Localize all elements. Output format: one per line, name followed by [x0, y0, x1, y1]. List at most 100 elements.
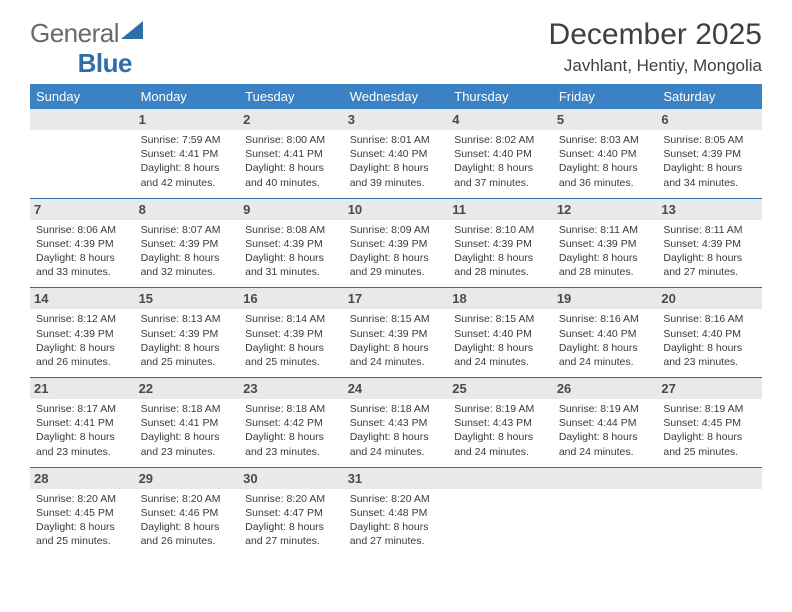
calendar-day-cell: 21 Sunrise: 8:17 AMSunset: 4:41 PMDayligh…: [30, 378, 135, 468]
calendar-day-cell: 15 Sunrise: 8:13 AMSunset: 4:39 PMDayligh…: [135, 288, 240, 378]
sunset-line: Sunset: 4:39 PM: [36, 237, 129, 251]
daylight-line: Daylight: 8 hours and 25 minutes.: [663, 430, 756, 458]
calendar-week-row: 21Sunrise: 8:17 AMSunset: 4:41 PMDayligh…: [30, 378, 762, 468]
day-number: 21: [30, 378, 135, 399]
sunset-line: Sunset: 4:40 PM: [559, 327, 652, 341]
daylight-line: Daylight: 8 hours and 34 minutes.: [663, 161, 756, 189]
sunrise-line: Sunrise: 8:00 AM: [245, 133, 338, 147]
calendar-day-cell: 10Sunrise: 8:09 AMSunset: 4:39 PMDayligh…: [344, 198, 449, 288]
sunset-line: Sunset: 4:39 PM: [245, 237, 338, 251]
sunset-line: Sunset: 4:39 PM: [454, 237, 547, 251]
sunset-line: Sunset: 4:39 PM: [559, 237, 652, 251]
calendar-day-cell: 11Sunrise: 8:10 AMSunset: 4:39 PMDayligh…: [448, 198, 553, 288]
calendar-day-cell: 12 Sunrise: 8:11 AMSunset: 4:39 PMDayligh…: [553, 198, 658, 288]
sunrise-line: Sunrise: 8:20 AM: [245, 492, 338, 506]
sunrise-line: Sunrise: 8:17 AM: [36, 402, 129, 416]
calendar-day-cell: 7Sunrise: 8:06 AMSunset: 4:39 PMDaylight…: [30, 198, 135, 288]
day-number: 24: [344, 378, 449, 399]
day-info: Sunrise: 8:20 AMSunset: 4:46 PMDaylight:…: [141, 492, 234, 549]
calendar-day-cell: 2Sunrise: 8:00 AMSunset: 4:41 PMDaylight…: [239, 109, 344, 198]
calendar-day-cell: [448, 467, 553, 556]
logo-text-blue: Blue: [78, 48, 132, 79]
calendar-day-cell: [553, 467, 658, 556]
sunrise-line: Sunrise: 8:15 AM: [454, 312, 547, 326]
day-info: Sunrise: 8:19 AMSunset: 4:44 PMDaylight:…: [559, 402, 652, 459]
day-info: Sunrise: 8:18 AMSunset: 4:41 PMDaylight:…: [141, 402, 234, 459]
day-info: Sunrise: 8:14 AMSunset: 4:39 PMDaylight:…: [245, 312, 338, 369]
sunrise-line: Sunrise: 8:05 AM: [663, 133, 756, 147]
sunset-line: Sunset: 4:39 PM: [141, 327, 234, 341]
sunset-line: Sunset: 4:41 PM: [141, 416, 234, 430]
day-info: Sunrise: 8:12 AMSunset: 4:39 PMDaylight:…: [36, 312, 129, 369]
daylight-line: Daylight: 8 hours and 27 minutes.: [663, 251, 756, 279]
calendar-day-cell: 6Sunrise: 8:05 AMSunset: 4:39 PMDaylight…: [657, 109, 762, 198]
calendar-day-cell: 29Sunrise: 8:20 AMSunset: 4:46 PMDayligh…: [135, 467, 240, 556]
sunset-line: Sunset: 4:44 PM: [559, 416, 652, 430]
sunrise-line: Sunrise: 8:19 AM: [663, 402, 756, 416]
calendar-header-row: SundayMondayTuesdayWednesdayThursdayFrid…: [30, 84, 762, 109]
weekday-header: Wednesday: [344, 84, 449, 109]
sunset-line: Sunset: 4:39 PM: [663, 237, 756, 251]
day-number-empty: [448, 468, 553, 489]
sunrise-line: Sunrise: 8:18 AM: [141, 402, 234, 416]
day-info: Sunrise: 8:05 AMSunset: 4:39 PMDaylight:…: [663, 133, 756, 190]
day-info: Sunrise: 8:20 AMSunset: 4:45 PMDaylight:…: [36, 492, 129, 549]
calendar-day-cell: 8Sunrise: 8:07 AMSunset: 4:39 PMDaylight…: [135, 198, 240, 288]
daylight-line: Daylight: 8 hours and 25 minutes.: [245, 341, 338, 369]
daylight-line: Daylight: 8 hours and 23 minutes.: [36, 430, 129, 458]
calendar-day-cell: 30Sunrise: 8:20 AMSunset: 4:47 PMDayligh…: [239, 467, 344, 556]
sunset-line: Sunset: 4:39 PM: [36, 327, 129, 341]
weekday-header: Sunday: [30, 84, 135, 109]
daylight-line: Daylight: 8 hours and 28 minutes.: [559, 251, 652, 279]
day-info: Sunrise: 8:19 AMSunset: 4:45 PMDaylight:…: [663, 402, 756, 459]
sunrise-line: Sunrise: 8:03 AM: [559, 133, 652, 147]
calendar-day-cell: 28Sunrise: 8:20 AMSunset: 4:45 PMDayligh…: [30, 467, 135, 556]
day-number: 26: [553, 378, 658, 399]
sunset-line: Sunset: 4:45 PM: [36, 506, 129, 520]
sunrise-line: Sunrise: 7:59 AM: [141, 133, 234, 147]
day-number: 23: [239, 378, 344, 399]
daylight-line: Daylight: 8 hours and 25 minutes.: [141, 341, 234, 369]
daylight-line: Daylight: 8 hours and 27 minutes.: [245, 520, 338, 548]
sunrise-line: Sunrise: 8:20 AM: [350, 492, 443, 506]
daylight-line: Daylight: 8 hours and 40 minutes.: [245, 161, 338, 189]
day-info: Sunrise: 8:17 AMSunset: 4:41 PMDaylight:…: [36, 402, 129, 459]
daylight-line: Daylight: 8 hours and 23 minutes.: [141, 430, 234, 458]
daylight-line: Daylight: 8 hours and 24 minutes.: [454, 341, 547, 369]
day-info: Sunrise: 8:01 AMSunset: 4:40 PMDaylight:…: [350, 133, 443, 190]
daylight-line: Daylight: 8 hours and 25 minutes.: [36, 520, 129, 548]
day-info: Sunrise: 8:11 AMSunset: 4:39 PMDaylight:…: [559, 223, 652, 280]
day-number: 25: [448, 378, 553, 399]
calendar-day-cell: 27Sunrise: 8:19 AMSunset: 4:45 PMDayligh…: [657, 378, 762, 468]
weekday-header: Tuesday: [239, 84, 344, 109]
day-number-empty: [30, 109, 135, 130]
sunset-line: Sunset: 4:39 PM: [663, 147, 756, 161]
calendar-day-cell: 1Sunrise: 7:59 AMSunset: 4:41 PMDaylight…: [135, 109, 240, 198]
day-number: 9: [239, 199, 344, 220]
day-number: 4: [448, 109, 553, 130]
sunset-line: Sunset: 4:41 PM: [141, 147, 234, 161]
calendar-table: SundayMondayTuesdayWednesdayThursdayFrid…: [30, 84, 762, 556]
calendar-day-cell: [657, 467, 762, 556]
calendar-week-row: 14Sunrise: 8:12 AMSunset: 4:39 PMDayligh…: [30, 288, 762, 378]
calendar-day-cell: 14Sunrise: 8:12 AMSunset: 4:39 PMDayligh…: [30, 288, 135, 378]
weekday-header: Friday: [553, 84, 658, 109]
sunrise-line: Sunrise: 8:08 AM: [245, 223, 338, 237]
sunrise-line: Sunrise: 8:18 AM: [245, 402, 338, 416]
day-info: Sunrise: 8:18 AMSunset: 4:43 PMDaylight:…: [350, 402, 443, 459]
daylight-line: Daylight: 8 hours and 42 minutes.: [141, 161, 234, 189]
daylight-line: Daylight: 8 hours and 28 minutes.: [454, 251, 547, 279]
daylight-line: Daylight: 8 hours and 36 minutes.: [559, 161, 652, 189]
day-number: 15: [135, 288, 240, 309]
daylight-line: Daylight: 8 hours and 31 minutes.: [245, 251, 338, 279]
sunrise-line: Sunrise: 8:15 AM: [350, 312, 443, 326]
day-number: 11: [448, 199, 553, 220]
sunset-line: Sunset: 4:41 PM: [36, 416, 129, 430]
calendar-day-cell: 9 Sunrise: 8:08 AMSunset: 4:39 PMDaylight…: [239, 198, 344, 288]
sunrise-line: Sunrise: 8:13 AM: [141, 312, 234, 326]
day-number: 12: [553, 199, 658, 220]
header: General December 2025 Javhlant, Hentiy, …: [30, 18, 762, 76]
title-block: December 2025 Javhlant, Hentiy, Mongolia: [549, 18, 762, 76]
calendar-body: 1Sunrise: 7:59 AMSunset: 4:41 PMDaylight…: [30, 109, 762, 556]
sunset-line: Sunset: 4:43 PM: [454, 416, 547, 430]
